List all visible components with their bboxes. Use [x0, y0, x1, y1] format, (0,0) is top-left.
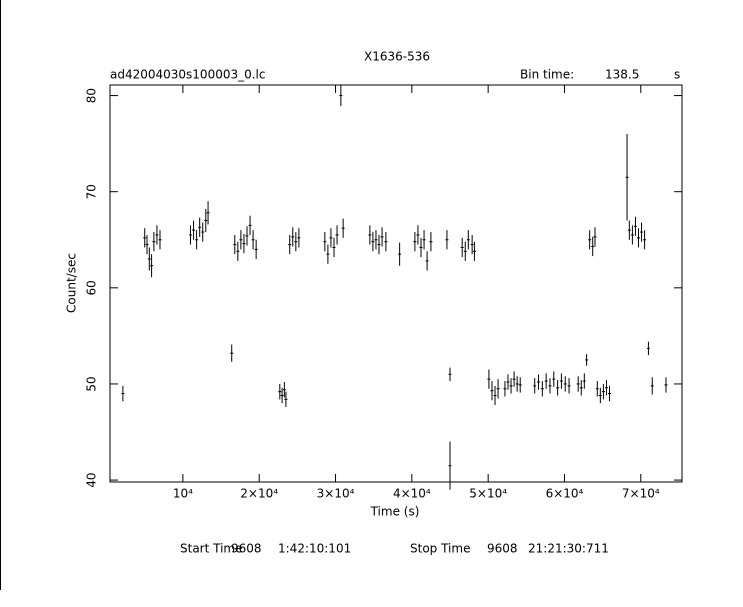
x-tick-label: 5×10⁴: [469, 487, 507, 501]
file-name: ad42004030s100003_0.lc: [110, 68, 266, 82]
bin-time: 138.5: [605, 68, 639, 82]
x-tick-label: 10⁴: [173, 487, 193, 501]
y-tick-label: 70: [85, 184, 99, 199]
start-time: 1:42:10:101: [278, 542, 351, 556]
y-tick-label: 60: [85, 280, 99, 295]
bin-time-unit: s: [674, 68, 680, 82]
x-tick-label: 3×10⁴: [317, 487, 355, 501]
chart-title: X1636-536: [364, 50, 430, 64]
x-tick-label: 6×10⁴: [546, 487, 584, 501]
stop-day: 9608: [487, 542, 518, 556]
y-tick-label: 80: [85, 88, 99, 103]
y-tick-label: 40: [85, 472, 99, 487]
x-tick-label: 2×10⁴: [240, 487, 278, 501]
start-day: 9608: [231, 542, 262, 556]
bin-time-label: Bin time:: [520, 68, 574, 82]
y-tick-label: 50: [85, 376, 99, 391]
y-axis-label: Count/sec: [65, 253, 79, 313]
x-tick-label: 4×10⁴: [393, 487, 431, 501]
stop-time: 21:21:30:711: [528, 542, 609, 556]
start-label: Start Time: [180, 542, 243, 556]
stop-label: Stop Time: [410, 542, 470, 556]
x-axis-label: Time (s): [370, 505, 420, 519]
plot-frame: [109, 84, 683, 483]
x-tick-label: 7×10⁴: [622, 487, 660, 501]
